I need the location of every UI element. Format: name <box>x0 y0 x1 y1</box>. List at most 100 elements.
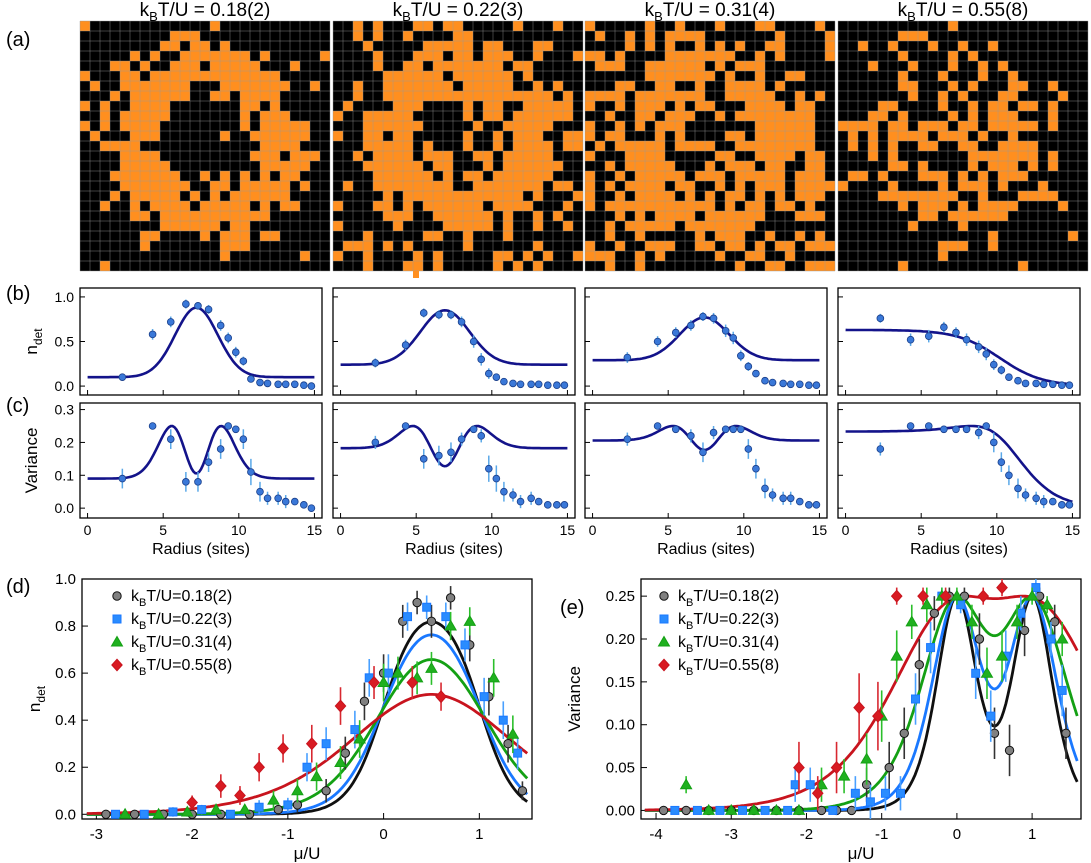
occupied-site <box>160 201 170 211</box>
data-point <box>256 487 264 496</box>
occupied-site <box>1008 171 1018 181</box>
x-tick-label: 0 <box>337 522 345 538</box>
occupied-site <box>988 121 998 131</box>
occupied-site <box>483 41 493 51</box>
occupied-site <box>755 201 765 211</box>
occupied-site <box>735 81 745 91</box>
data-point <box>447 448 455 457</box>
occupied-site <box>413 51 423 61</box>
occupied-site <box>270 101 280 111</box>
occupied-site <box>453 221 463 231</box>
occupied-site <box>250 191 260 201</box>
occupied-site <box>423 81 433 91</box>
occupied-site <box>695 171 705 181</box>
occupied-site <box>605 251 615 261</box>
data-point <box>290 380 299 389</box>
occupied-site <box>888 121 898 131</box>
occupied-site <box>645 61 655 71</box>
occupied-site <box>503 191 513 201</box>
occupied-site <box>543 141 553 151</box>
occupied-site <box>170 201 180 211</box>
occupied-site <box>595 91 605 101</box>
occupied-site <box>765 141 775 151</box>
occupied-site <box>715 211 725 221</box>
occupied-site <box>473 121 483 131</box>
data-point-circle <box>816 805 827 816</box>
occupied-site <box>270 121 280 131</box>
occupied-site <box>320 51 330 61</box>
occupied-site <box>443 41 453 51</box>
occupied-site <box>443 91 453 101</box>
occupied-site <box>765 231 775 241</box>
data-point <box>623 353 632 362</box>
data-point-square <box>422 602 432 612</box>
occupied-site <box>250 71 260 81</box>
data-point <box>204 458 213 466</box>
data-point-diamond <box>253 760 265 774</box>
panel-b-density-profiles: 0.0 0.5 1.0 ndet <box>22 287 1081 396</box>
data-point-triangle <box>310 770 323 782</box>
occupied-site <box>918 171 928 181</box>
legend-label: kBT/U=0.18(2) <box>131 588 232 609</box>
x-tick-label: 0 <box>84 522 92 538</box>
occupied-site <box>433 61 443 71</box>
occupied-site <box>403 141 413 151</box>
occupied-site <box>463 131 473 141</box>
occupied-site <box>625 141 635 151</box>
occupied-site <box>553 21 563 31</box>
occupied-site <box>240 211 250 221</box>
data-point-square <box>1057 685 1067 695</box>
occupied-site <box>393 101 403 111</box>
occupied-site <box>270 81 280 91</box>
occupied-site <box>200 171 210 181</box>
occupied-site <box>635 231 645 241</box>
occupied-site <box>725 211 735 221</box>
occupied-site <box>393 141 403 151</box>
occupied-site <box>715 41 725 51</box>
data-point <box>982 350 991 358</box>
data-point-circle <box>989 728 1000 738</box>
fit-curve <box>340 424 568 468</box>
occupied-site <box>888 181 898 191</box>
occupied-site <box>908 131 918 141</box>
data-point <box>500 377 508 386</box>
occupied-site <box>190 211 200 221</box>
data-point-square <box>441 612 451 622</box>
occupied-site <box>795 121 805 131</box>
occupied-site <box>463 91 473 101</box>
occupied-site <box>523 131 533 141</box>
occupied-site <box>978 151 988 161</box>
occupied-site <box>625 181 635 191</box>
occupied-site <box>363 141 373 151</box>
data-point-triangle <box>980 666 994 678</box>
occupied-site <box>513 171 523 181</box>
panel-c-subplot-1: 0 5 10 15 0.0 0.1 0.2 0.3 Radius (sites) <box>55 402 323 558</box>
x-tick-label: 0 <box>953 826 961 843</box>
occupied-site <box>413 161 423 171</box>
occupied-site <box>888 161 898 171</box>
occupied-site <box>403 91 413 101</box>
occupied-site <box>625 221 635 231</box>
occupied-site <box>160 181 170 191</box>
occupied-site <box>1048 191 1058 201</box>
data-point-triangle <box>209 803 223 815</box>
data-point <box>805 381 813 389</box>
data-point-diamond <box>111 658 123 672</box>
occupied-site <box>825 41 835 51</box>
occupied-site <box>130 81 140 91</box>
occupied-site <box>998 141 1008 151</box>
data-point <box>553 501 561 509</box>
occupied-site <box>220 81 230 91</box>
occupied-site <box>270 191 280 201</box>
data-point-circle <box>503 739 513 749</box>
data-point <box>216 321 225 330</box>
data-point-triangle <box>965 615 979 627</box>
occupied-site <box>695 231 705 241</box>
occupied-site <box>988 201 998 211</box>
occupied-site <box>453 71 463 81</box>
occupied-site <box>715 181 725 191</box>
occupied-site <box>200 71 210 81</box>
occupied-site <box>918 161 928 171</box>
data-point-triangle <box>860 752 874 764</box>
occupied-site <box>585 181 595 191</box>
